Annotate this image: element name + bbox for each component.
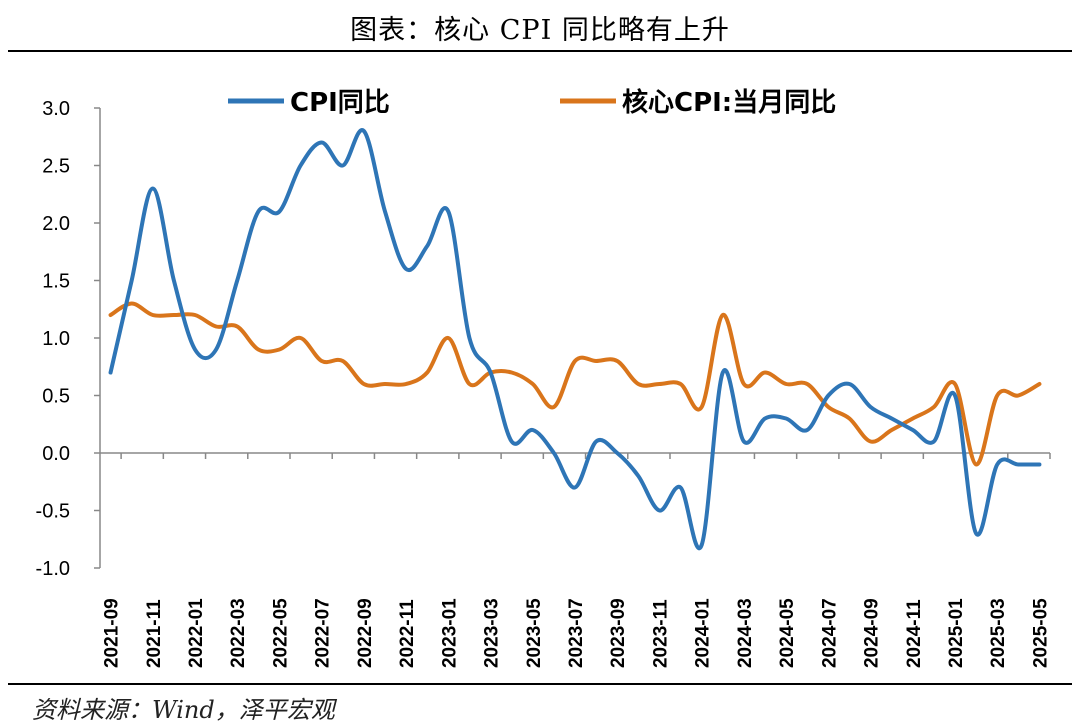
- series-line-core-cpi: [108, 301, 1042, 467]
- x-tick-label: 2024-05: [777, 598, 798, 668]
- chart-title: 图表：核心 CPI 同比略有上升: [350, 15, 730, 46]
- y-tick-label: 0.0: [42, 443, 70, 465]
- line-chart: 3.02.52.01.51.00.50.0-0.5-1.0 2021-09 202…: [36, 87, 1052, 668]
- x-tick-label: 2021-09: [102, 598, 123, 668]
- title-divider: [8, 50, 1072, 52]
- x-tick-label: 2023-07: [566, 598, 587, 668]
- x-tick-label: 2021-11: [144, 599, 165, 668]
- x-tick-label: 2024-07: [819, 598, 840, 668]
- x-tick-label: 2022-09: [355, 598, 376, 668]
- y-tick-label: 3.0: [42, 98, 70, 120]
- y-tick-label: 1.5: [42, 271, 70, 293]
- source-note: 资料来源：Wind，泽平宏观: [32, 696, 335, 724]
- x-tick-label: 2022-01: [186, 598, 207, 668]
- source-divider: [8, 683, 1072, 685]
- legend-label: CPI同比: [290, 88, 390, 118]
- y-tick-label: 2.5: [42, 156, 70, 178]
- x-tick-labels: 2021-09 2021-11 2022-01 2022-03 2022-05 2022-…: [102, 598, 1052, 668]
- x-tick-label: 2022-11: [397, 599, 418, 668]
- chart-legend: CPI同比 核心CPI:当月同比: [228, 87, 836, 118]
- x-tick-label: 2024-01: [693, 598, 714, 668]
- y-tick-label: 1.0: [42, 328, 70, 350]
- y-tick-label: -1.0: [36, 558, 70, 580]
- x-tick-label: 2024-11: [904, 599, 925, 668]
- y-tick-label: 2.0: [42, 213, 70, 235]
- x-tick-label: 2024-09: [862, 598, 883, 668]
- x-tick-label: 2025-03: [988, 598, 1009, 668]
- x-tick-label: 2024-03: [735, 598, 756, 668]
- x-tick-label: 2023-05: [524, 598, 545, 668]
- x-tick-label: 2023-03: [482, 598, 503, 668]
- y-tick-label: 0.5: [42, 386, 70, 408]
- y-tick-label: -0.5: [36, 501, 70, 523]
- x-tick-label: 2022-07: [313, 598, 334, 668]
- x-tick-label: 2023-01: [439, 598, 460, 668]
- x-tick-label: 2022-03: [228, 598, 249, 668]
- x-tick-label: 2025-05: [1030, 598, 1051, 668]
- y-tick-labels: 3.0 2.5 2.0 1.5 1.0 0.5 0.0 -0.5 -1.0: [36, 98, 70, 580]
- series-line-cpi: [108, 128, 1042, 551]
- x-tick-label: 2022-05: [270, 598, 291, 668]
- legend-label: 核心CPI:当月同比: [622, 87, 836, 118]
- x-tick-label: 2025-01: [946, 598, 967, 668]
- x-tick-label: 2023-11: [650, 599, 671, 668]
- series-lines: [108, 128, 1042, 551]
- x-tick-label: 2023-09: [608, 598, 629, 668]
- chart-axes: [94, 107, 1051, 569]
